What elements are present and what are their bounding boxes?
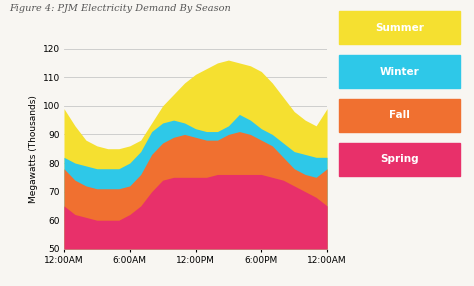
Text: Figure 4: PJM Electricity Demand By Season: Figure 4: PJM Electricity Demand By Seas…	[9, 4, 231, 13]
Text: Spring: Spring	[380, 154, 419, 164]
Y-axis label: Megawatts (Thousands): Megawatts (Thousands)	[29, 95, 38, 203]
Text: Fall: Fall	[389, 110, 410, 120]
Text: Summer: Summer	[375, 23, 424, 33]
Text: Winter: Winter	[380, 67, 419, 77]
